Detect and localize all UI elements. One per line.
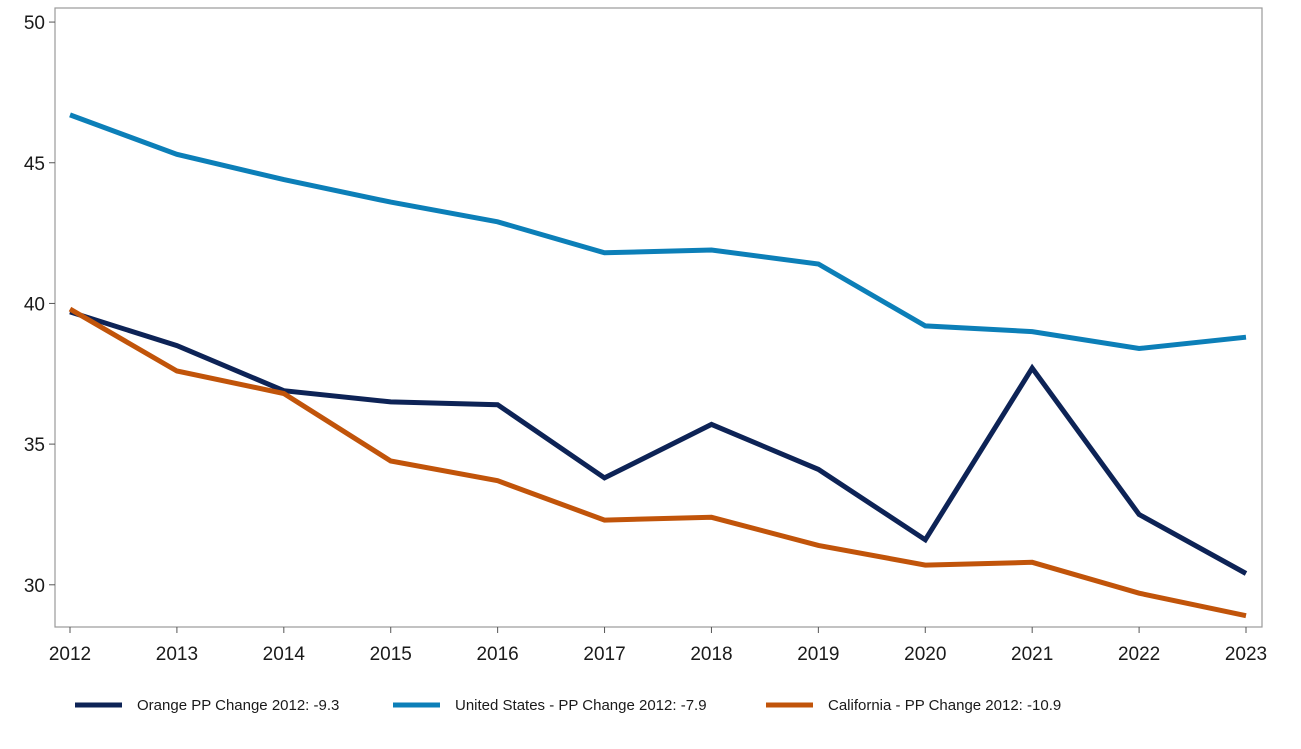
y-tick-label: 45 <box>24 154 45 175</box>
series-line-1 <box>69 309 1248 576</box>
x-tick-label: 2016 <box>476 644 518 665</box>
x-tick-label: 2012 <box>49 644 91 665</box>
series-line-3 <box>68 306 1247 619</box>
x-tick-label: 2015 <box>370 644 412 665</box>
series-line-2 <box>69 112 1247 352</box>
y-tick-label: 40 <box>24 294 45 315</box>
series-layer <box>68 112 1248 619</box>
y-tick-label: 30 <box>24 576 45 597</box>
x-tick-label: 2020 <box>904 644 946 665</box>
plot-frame <box>54 7 1263 628</box>
x-axis: 2012 2013 2014 2015 2016 2017 2018 2019 2020 2021… <box>49 627 1267 665</box>
x-tick-label: 2019 <box>797 644 839 665</box>
y-tick-label: 50 <box>24 13 45 34</box>
legend-label-1: Orange PP Change 2012: -9.3 <box>137 697 339 714</box>
x-tick-label: 2017 <box>583 644 625 665</box>
legend-label-2: United States - PP Change 2012: -7.9 <box>455 697 707 714</box>
legend-label-3: California - PP Change 2012: -10.9 <box>828 697 1061 714</box>
x-tick-label: 2021 <box>1011 644 1053 665</box>
x-tick-label: 2022 <box>1118 644 1160 665</box>
x-tick-label: 2013 <box>156 644 198 665</box>
x-tick-label: 2014 <box>263 644 306 665</box>
y-axis: 30 35 40 45 50 <box>24 13 55 597</box>
legend: Orange PP Change 2012: -9.3 United States… <box>75 697 1061 714</box>
y-tick-label: 35 <box>24 435 45 456</box>
x-tick-label: 2023 <box>1225 644 1267 665</box>
x-tick-label: 2018 <box>690 644 732 665</box>
